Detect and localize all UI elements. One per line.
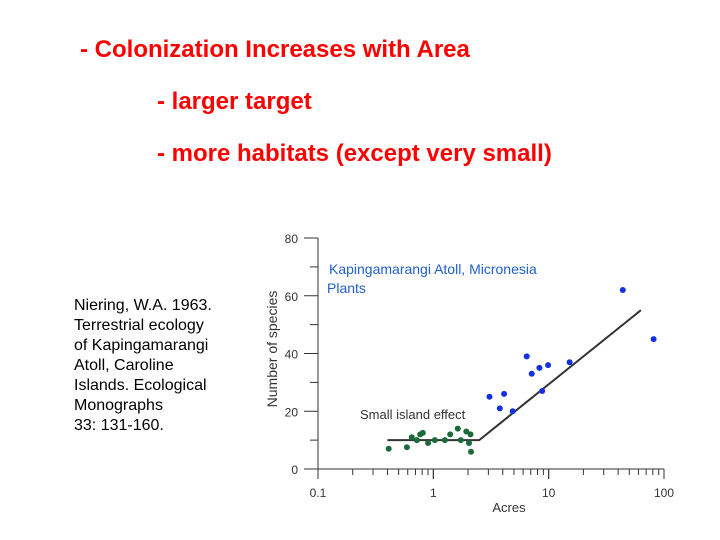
large-island-point xyxy=(650,336,657,343)
small-island-point xyxy=(468,448,474,455)
x-tick-label: 1 xyxy=(430,486,437,500)
large-island-point xyxy=(501,390,508,397)
x-tick-label: 10 xyxy=(542,486,556,500)
chart-title: Kapingamarangi Atoll, Micronesia xyxy=(329,261,537,277)
citation-line: Monographs xyxy=(74,397,163,414)
citation-line: Islands. Ecological xyxy=(74,377,207,394)
large-island-point xyxy=(619,287,626,293)
small-island-point xyxy=(425,440,432,446)
y-tick-label: 20 xyxy=(285,405,299,419)
citation-line: Terrestrial ecology xyxy=(74,317,204,334)
small-island-point xyxy=(457,437,464,444)
small-island-point xyxy=(413,437,420,444)
annotation-label: Small island effect xyxy=(360,407,466,422)
citation-line: of Kapingamarangi xyxy=(74,337,209,354)
bullet-more-habitats: - more habitats (except very small) xyxy=(157,140,552,167)
small-island-point xyxy=(454,425,461,432)
citation-line: Niering, W.A. 1963. xyxy=(74,297,212,314)
large-island-point xyxy=(539,388,546,394)
small-island-point xyxy=(385,445,392,452)
citation: Niering, W.A. 1963. Terrestrial ecology … xyxy=(74,296,244,436)
large-island-point xyxy=(523,353,530,360)
small-island-point xyxy=(467,431,474,438)
y-tick-label: 0 xyxy=(291,463,298,477)
y-tick-label: 60 xyxy=(285,290,299,304)
large-island-point xyxy=(528,370,535,377)
y-axis-title: Number of species xyxy=(264,291,280,408)
large-island-point xyxy=(536,364,543,371)
small-island-point xyxy=(403,444,410,451)
small-island-point xyxy=(419,429,426,436)
citation-line: Atoll, Caroline xyxy=(74,357,174,374)
small-island-point xyxy=(463,428,470,435)
chart-subtitle: Plants xyxy=(327,280,366,296)
large-island-point xyxy=(545,362,552,369)
small-island-point xyxy=(431,437,438,444)
large-island-point xyxy=(566,359,573,366)
small-island-point xyxy=(408,434,415,441)
x-axis-title: Acres xyxy=(492,500,526,515)
small-island-point xyxy=(466,440,472,446)
y-tick-label: 80 xyxy=(285,232,299,246)
citation-line: 33: 131-160. xyxy=(74,417,164,434)
large-island-point xyxy=(496,405,503,412)
bullet-larger-target: - larger target xyxy=(157,88,312,115)
small-island-point xyxy=(447,431,454,438)
large-island-point xyxy=(486,393,493,400)
x-tick-label: 0.1 xyxy=(310,486,327,500)
bullet-colonization: - Colonization Increases with Area xyxy=(80,36,470,63)
x-tick-label: 100 xyxy=(654,486,674,500)
small-island-point xyxy=(441,437,448,444)
y-tick-label: 40 xyxy=(285,348,299,362)
large-island-point xyxy=(509,408,516,415)
